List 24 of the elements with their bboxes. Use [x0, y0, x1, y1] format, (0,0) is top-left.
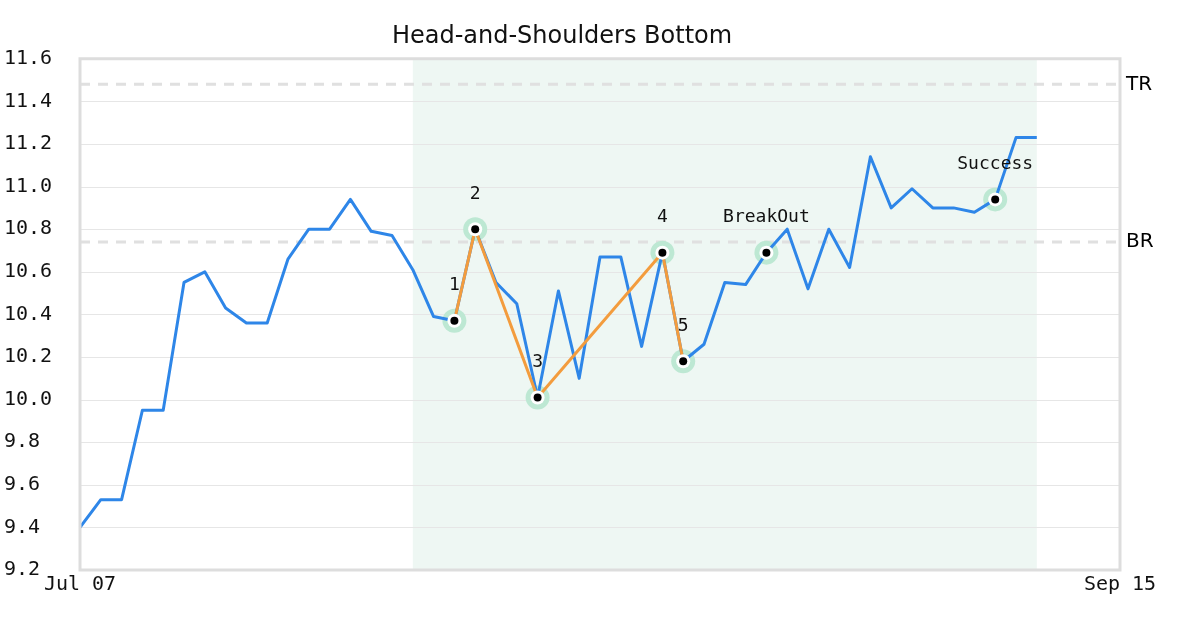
y-tick-label: 10.0 — [4, 385, 53, 410]
annotation: BreakOut — [723, 205, 810, 227]
y-tick-label: 11.6 — [4, 45, 53, 69]
annotation: 3 — [532, 350, 544, 372]
y-tick-label: 9.4 — [4, 513, 41, 538]
y-tick-label: 11.0 — [4, 172, 53, 197]
y-tick-label: 11.4 — [4, 87, 53, 112]
y-tick-label: 9.6 — [4, 471, 41, 495]
y-tick-label: 9.2 — [4, 556, 41, 581]
ref-line-label: TR — [1125, 70, 1153, 95]
y-tick-label: 11.2 — [4, 130, 53, 155]
x-tick-label: Jul 07 — [43, 571, 117, 596]
y-tick-label: 10.6 — [4, 258, 53, 282]
y-tick-label: 10.4 — [4, 300, 53, 325]
y-tick-label: 10.2 — [4, 343, 53, 368]
chart-title: Head-and-Shoulders Bottom — [391, 20, 733, 49]
annotation: 4 — [656, 205, 668, 227]
y-tick-label: 9.8 — [4, 428, 41, 453]
annotation: 5 — [677, 313, 689, 335]
annotation: 2 — [469, 181, 481, 203]
ref-line-label: BR — [1126, 228, 1154, 253]
y-tick-label: 10.8 — [4, 215, 53, 240]
annotation: 1 — [448, 273, 460, 295]
x-tick-label: Sep 15 — [1083, 571, 1157, 596]
